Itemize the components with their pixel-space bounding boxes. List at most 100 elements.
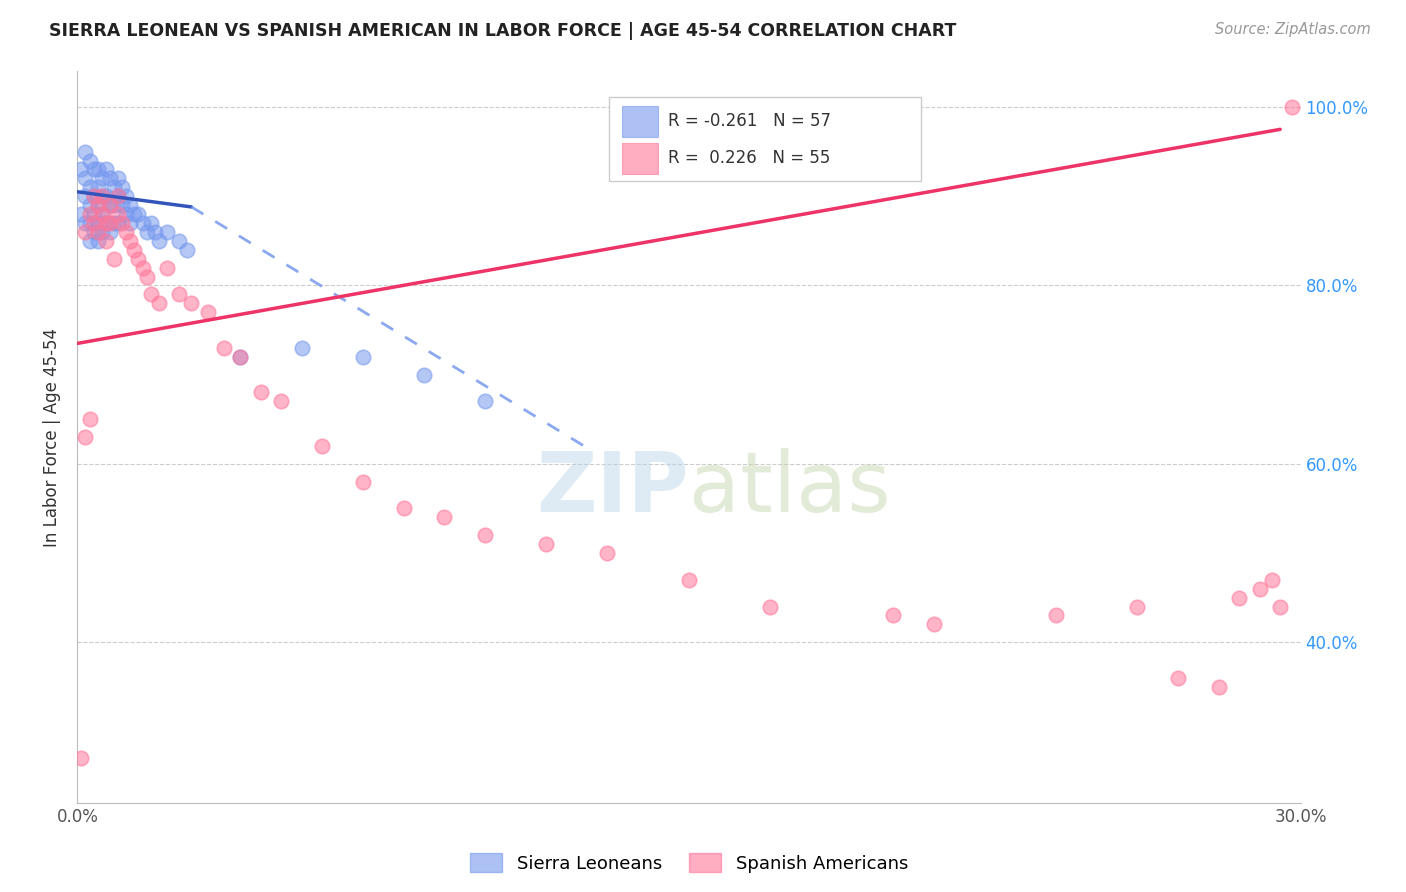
Point: [83, 189, 105, 203]
Point: [212, 341, 235, 355]
Point: [128, 207, 150, 221]
Bar: [609, 97, 921, 181]
Point: [197, 305, 219, 319]
Point: [90, 171, 112, 186]
Point: [1126, 599, 1149, 614]
Point: [79, 153, 101, 168]
Point: [79, 180, 101, 194]
Point: [1281, 100, 1303, 114]
Point: [1045, 608, 1067, 623]
Point: [90, 189, 112, 203]
Point: [98, 198, 121, 212]
Point: [115, 207, 138, 221]
Point: [83, 189, 105, 203]
Legend: Sierra Leoneans, Spanish Americans: Sierra Leoneans, Spanish Americans: [461, 844, 917, 881]
Point: [70, 751, 93, 765]
Point: [94, 216, 117, 230]
Point: [87, 198, 110, 212]
Point: [229, 350, 252, 364]
Point: [474, 394, 496, 409]
Point: [90, 207, 112, 221]
Point: [79, 412, 101, 426]
Point: [392, 501, 415, 516]
Point: [87, 162, 110, 177]
Point: [139, 287, 162, 301]
Text: R = -0.261   N = 57: R = -0.261 N = 57: [668, 112, 831, 130]
Point: [98, 171, 121, 186]
Point: [596, 546, 619, 560]
Point: [103, 180, 125, 194]
Point: [83, 162, 105, 177]
Point: [75, 430, 97, 444]
Point: [131, 216, 153, 230]
Text: SIERRA LEONEAN VS SPANISH AMERICAN IN LABOR FORCE | AGE 45-54 CORRELATION CHART: SIERRA LEONEAN VS SPANISH AMERICAN IN LA…: [49, 22, 956, 40]
Point: [128, 252, 150, 266]
Point: [90, 225, 112, 239]
Point: [107, 207, 129, 221]
Point: [79, 198, 101, 212]
Point: [111, 216, 134, 230]
Point: [352, 475, 374, 489]
Point: [75, 189, 97, 203]
Point: [115, 189, 138, 203]
Bar: [621, 143, 658, 174]
Point: [131, 260, 153, 275]
Point: [79, 216, 101, 230]
Point: [433, 510, 456, 524]
Point: [87, 180, 110, 194]
Point: [169, 234, 191, 248]
Point: [107, 189, 129, 203]
Point: [111, 198, 134, 212]
Point: [352, 350, 374, 364]
Point: [94, 189, 117, 203]
Point: [120, 234, 142, 248]
Point: [139, 216, 162, 230]
Point: [120, 216, 142, 230]
Point: [87, 234, 110, 248]
Point: [1208, 680, 1230, 694]
Point: [474, 528, 496, 542]
Point: [1167, 671, 1189, 685]
Point: [124, 207, 146, 221]
Point: [94, 162, 117, 177]
Text: ZIP: ZIP: [537, 448, 689, 529]
Point: [94, 234, 117, 248]
Point: [90, 189, 112, 203]
Point: [169, 287, 191, 301]
Point: [87, 198, 110, 212]
Point: [98, 216, 121, 230]
Point: [83, 207, 105, 221]
Point: [1261, 573, 1284, 587]
Point: [75, 225, 97, 239]
Point: [250, 385, 273, 400]
Point: [311, 439, 333, 453]
Point: [70, 207, 93, 221]
Text: atlas: atlas: [689, 448, 890, 529]
Point: [135, 225, 157, 239]
Point: [79, 234, 101, 248]
Point: [94, 216, 117, 230]
Point: [176, 243, 198, 257]
Point: [229, 350, 252, 364]
Point: [87, 225, 110, 239]
Point: [1229, 591, 1251, 605]
Point: [75, 171, 97, 186]
Point: [882, 608, 904, 623]
Point: [135, 269, 157, 284]
Point: [678, 573, 700, 587]
Point: [79, 207, 101, 221]
Point: [143, 225, 166, 239]
Point: [83, 216, 105, 230]
Point: [1270, 599, 1292, 614]
Point: [413, 368, 436, 382]
Point: [270, 394, 292, 409]
Point: [107, 189, 129, 203]
Point: [1249, 582, 1271, 596]
Point: [120, 198, 142, 212]
Bar: [621, 106, 658, 137]
Point: [180, 296, 202, 310]
Y-axis label: In Labor Force | Age 45-54: In Labor Force | Age 45-54: [44, 327, 62, 547]
Point: [148, 234, 170, 248]
Point: [922, 617, 945, 632]
Point: [148, 296, 170, 310]
